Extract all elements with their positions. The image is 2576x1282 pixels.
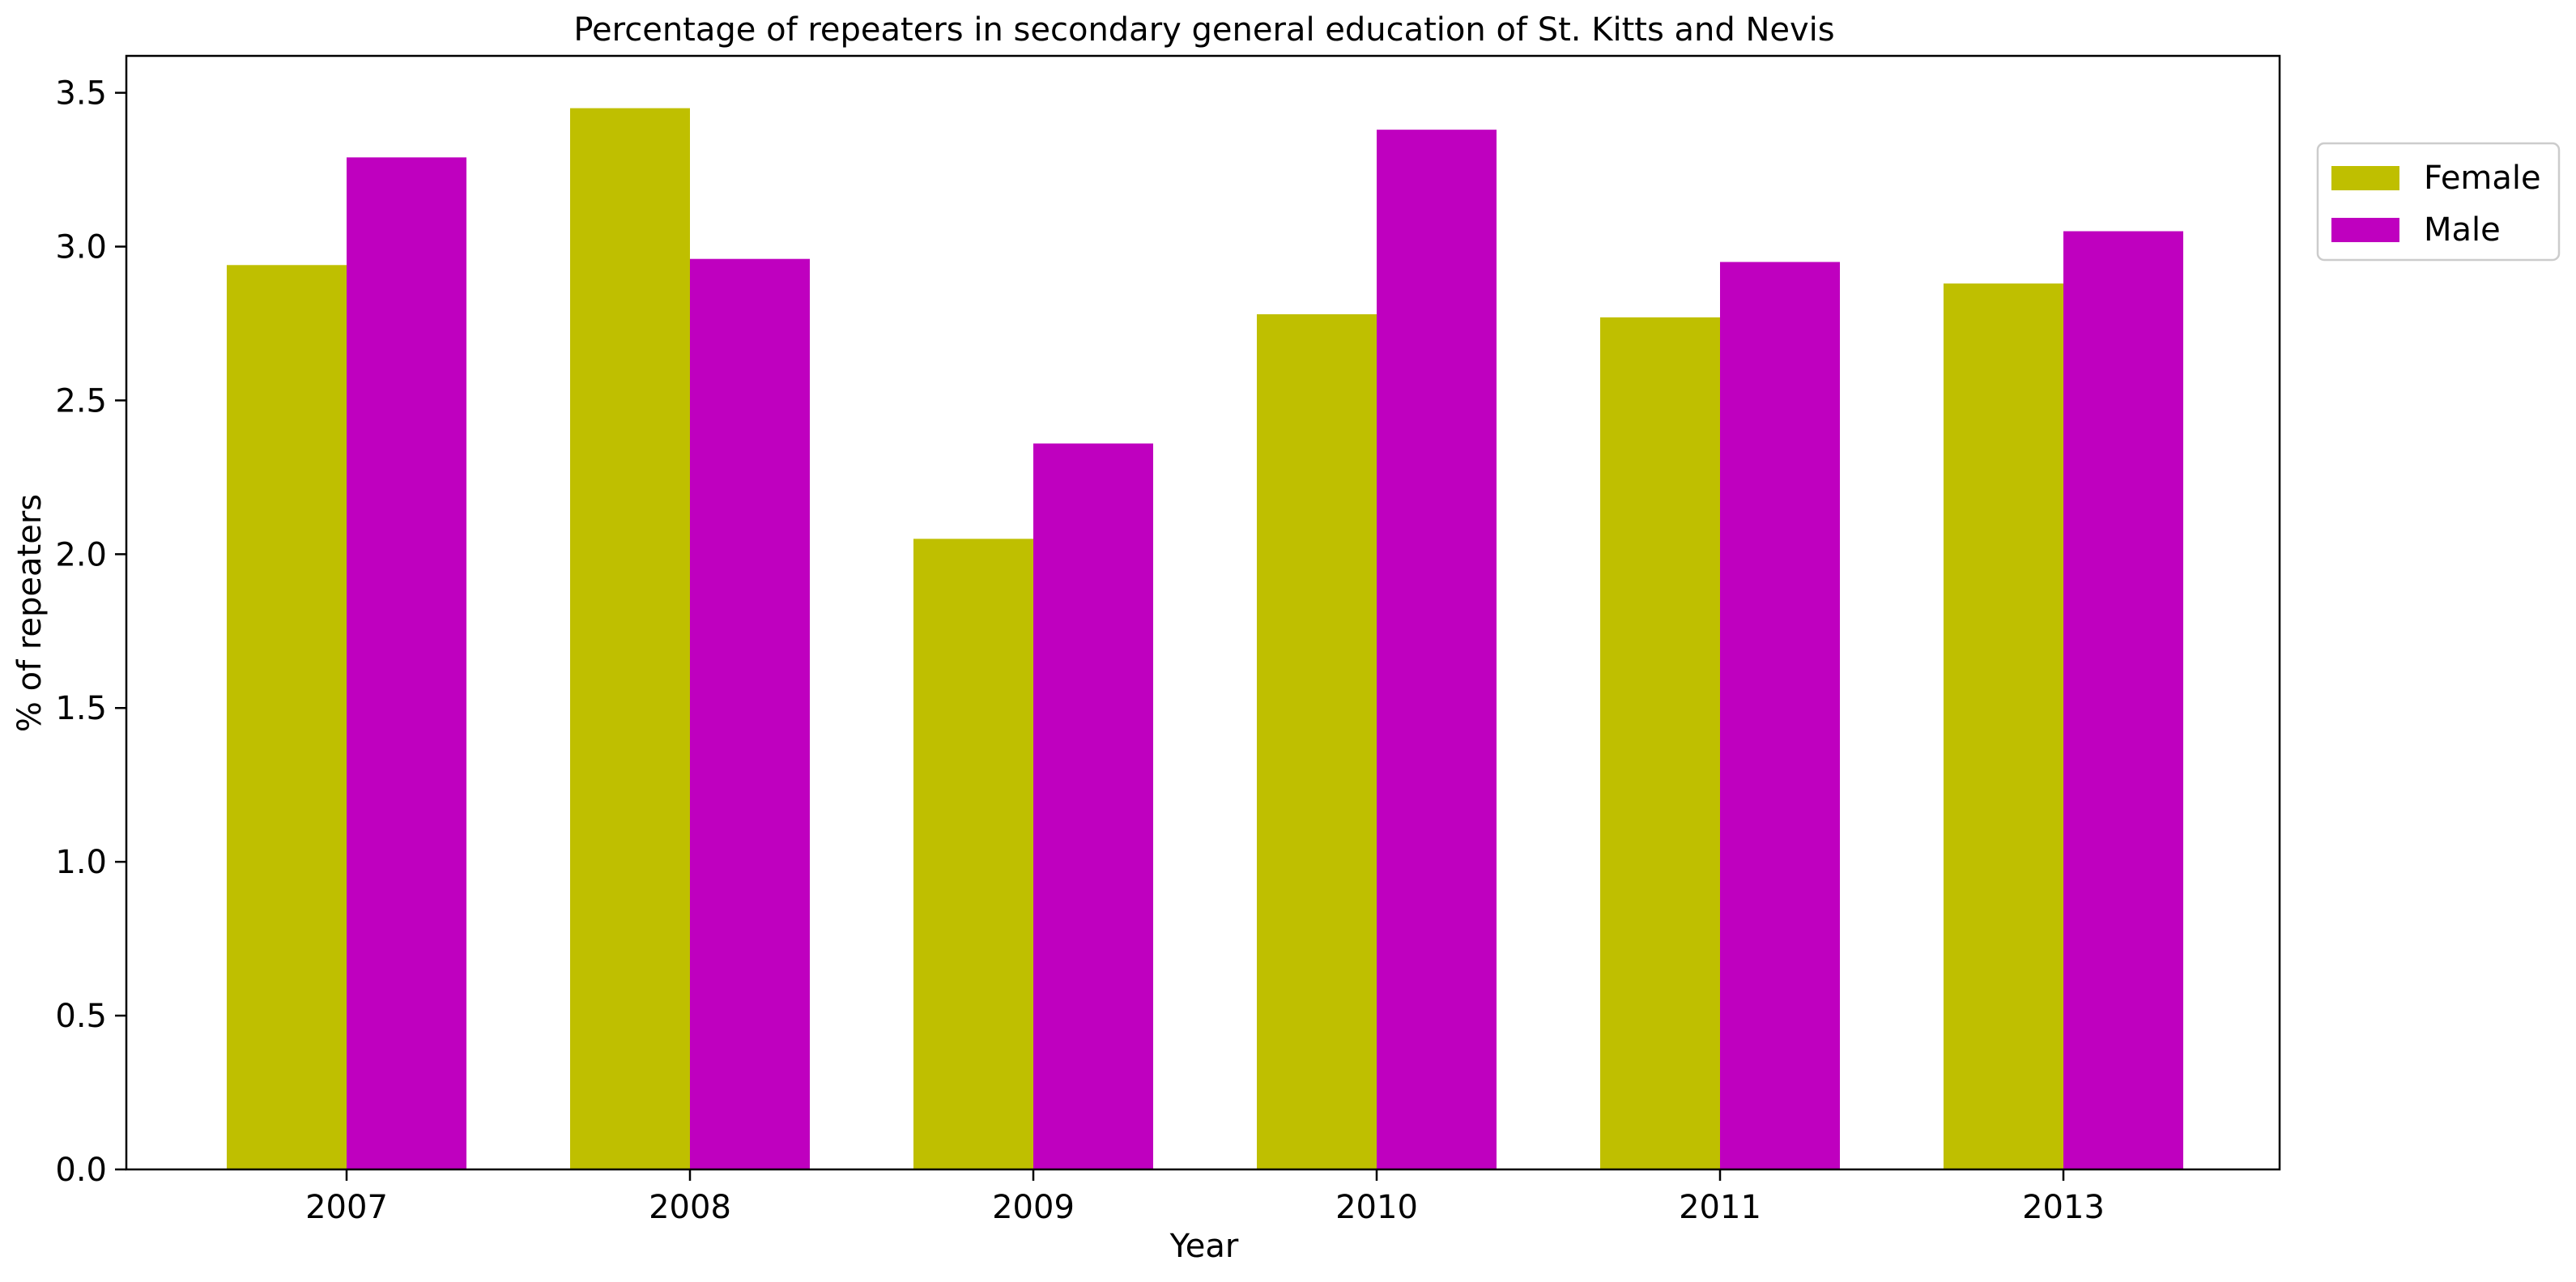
bar-male-2013 [2063,231,2183,1170]
bar-female-2007 [227,265,347,1169]
x-tick-label: 2011 [1679,1189,1761,1226]
legend: Female Male [2316,142,2561,262]
x-tick-label: 2010 [1335,1189,1418,1226]
x-tick-label: 2008 [649,1189,731,1226]
bar-female-2011 [1600,317,1720,1169]
bar-female-2010 [1257,314,1377,1169]
y-axis-label: % of repeaters [11,494,49,732]
bar-female-2008 [570,108,690,1170]
x-tick-label: 2013 [2022,1189,2105,1226]
chart-title: Percentage of repeaters in secondary gen… [573,11,1834,49]
y-tick-label: 3.0 [55,228,107,266]
x-tick-label: 2009 [992,1189,1075,1226]
bar-male-2011 [1720,262,1840,1169]
x-tick-label: 2007 [305,1189,388,1226]
x-axis-label: Year [1169,1228,1239,1265]
y-tick-label: 1.5 [55,690,107,727]
y-tick-label: 0.5 [55,998,107,1035]
axes-layer: 0.0 0.5 1.0 1.5 2.0 2.5 3.0 3.5 2007 2008 2009 2010… [55,54,2281,1226]
legend-label-female: Female [2424,160,2541,197]
y-tick-label: 2.0 [55,536,107,573]
plot-frame [125,54,2281,1171]
bar-male-2009 [1033,443,1153,1169]
legend-label-male: Male [2424,211,2501,249]
bar-male-2010 [1377,130,1497,1170]
bar-female-2013 [1944,283,2063,1169]
bar-male-2007 [347,157,466,1169]
bar-male-2008 [690,258,810,1169]
legend-swatch-male [2331,218,2399,242]
y-tick-label: 0.0 [55,1152,107,1189]
legend-swatch-female [2331,166,2399,190]
bar-female-2009 [913,539,1033,1169]
y-tick-label: 1.0 [55,844,107,881]
y-tick-label: 3.5 [55,75,107,113]
bars-layer [227,108,2183,1170]
y-tick-label: 2.5 [55,382,107,420]
